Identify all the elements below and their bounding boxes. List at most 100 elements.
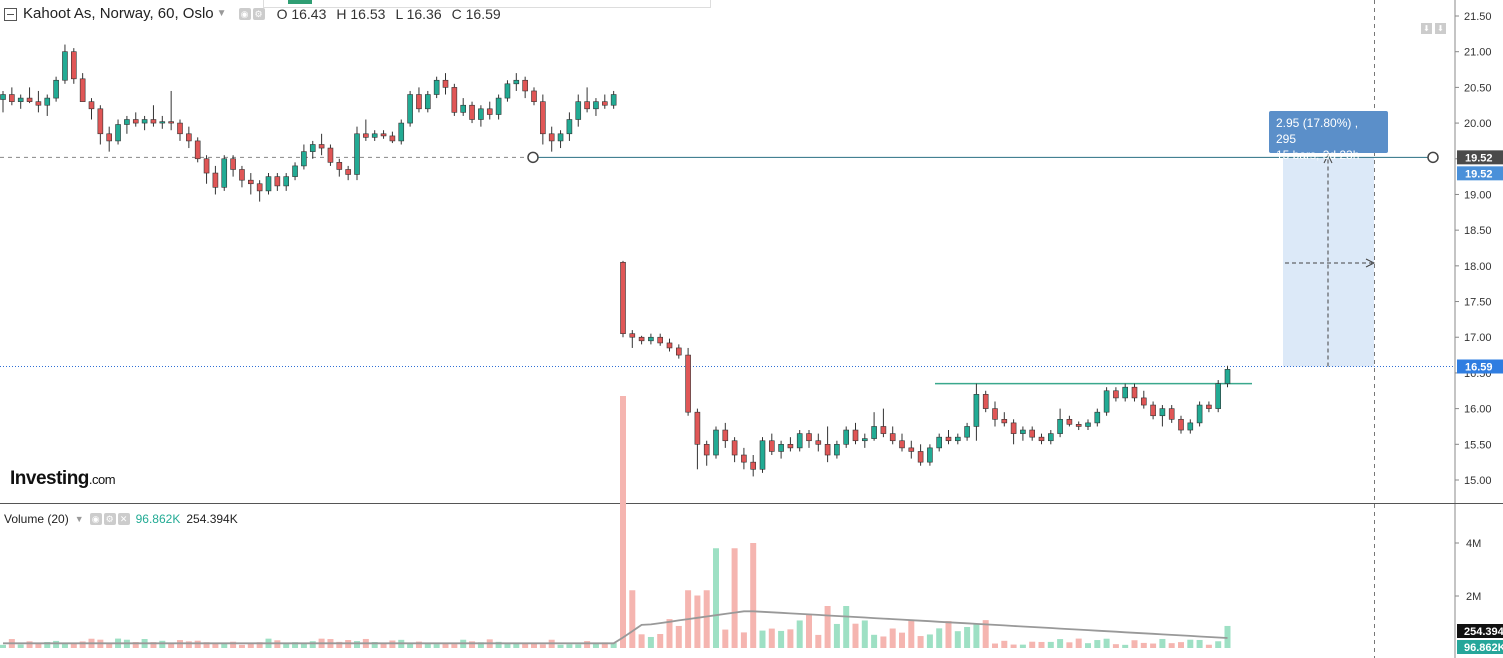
candle-down xyxy=(675,347,682,356)
candle-down xyxy=(106,133,112,142)
volume-bar-up xyxy=(936,628,943,648)
candle-down xyxy=(345,169,351,175)
volume-bar-up xyxy=(0,644,6,648)
volume-bar-down xyxy=(657,634,664,648)
collapse-legend-icon[interactable] xyxy=(4,8,17,21)
candle-down xyxy=(318,144,325,149)
candle-up xyxy=(843,429,850,445)
settings-icon[interactable]: ⚙ xyxy=(252,7,265,20)
candle-up xyxy=(1196,404,1203,424)
volume-bar-up xyxy=(371,641,378,648)
volume-label: 96.862K xyxy=(1464,642,1503,654)
volume-bar-up xyxy=(592,643,599,648)
candle-up xyxy=(648,336,654,342)
candle-up xyxy=(759,440,766,470)
volume-bar-up xyxy=(871,634,878,648)
candle-down xyxy=(88,101,95,110)
price-tick-label: 19.00 xyxy=(1464,189,1492,201)
price-tick-label: 21.50 xyxy=(1464,11,1492,23)
candle-up xyxy=(1159,408,1166,417)
ohlc-low: L 16.36 xyxy=(395,5,442,22)
candle-down xyxy=(1010,422,1017,434)
volume-bar-up xyxy=(424,643,431,648)
volume-bar-down xyxy=(336,641,343,648)
candle-down xyxy=(584,101,590,110)
candle-up xyxy=(936,436,943,449)
candle-down xyxy=(248,179,254,185)
investing-logo: Investing.com xyxy=(10,468,116,490)
symbol-legend: Kahoot As, Norway, 60, Oslo ▼ ◉ ⚙ O 16.4… xyxy=(4,5,501,22)
close-icon[interactable]: ✕ xyxy=(117,513,130,525)
candle-down xyxy=(486,108,493,115)
eye-icon[interactable]: ◉ xyxy=(238,7,251,20)
volume-bar-down xyxy=(238,644,245,648)
volume-bar-up xyxy=(1085,643,1091,648)
candle-up xyxy=(407,94,413,124)
volume-bar-up xyxy=(283,643,290,648)
volume-bar-down xyxy=(880,636,887,648)
scale-up-icon[interactable]: ⬇ xyxy=(1435,23,1446,34)
candle-up xyxy=(964,426,970,438)
candle-down xyxy=(194,140,201,160)
volume-bar-up xyxy=(861,620,868,648)
candle-down xyxy=(380,133,387,137)
volume-bar-down xyxy=(106,643,113,648)
candle-up xyxy=(566,119,573,135)
candle-down xyxy=(469,104,475,120)
candle-up xyxy=(44,97,51,106)
candle-down xyxy=(71,51,77,80)
candle-down xyxy=(26,97,33,102)
volume-bar-up xyxy=(713,548,719,648)
volume-bar-up xyxy=(1047,641,1054,648)
volume-bar-down xyxy=(415,641,422,648)
scale-buttons: ⬇ ⬇ xyxy=(1421,23,1446,34)
candle-down xyxy=(1066,419,1073,425)
volume-dropdown-icon[interactable]: ▼ xyxy=(74,514,84,524)
price-tick-label: 21.00 xyxy=(1464,47,1492,59)
candle-up xyxy=(871,426,877,439)
candle-down xyxy=(548,133,555,142)
price-label: 16.59 xyxy=(1465,361,1493,373)
candle-down xyxy=(177,122,183,135)
volume-bar-down xyxy=(1029,641,1036,648)
candle-down xyxy=(1168,408,1175,420)
volume-bar-down xyxy=(26,641,33,648)
line-handle xyxy=(1427,151,1439,164)
settings-icon[interactable]: ⚙ xyxy=(103,513,116,525)
candle-up xyxy=(513,79,520,85)
volume-bar-down xyxy=(694,595,701,648)
volume-bar-up xyxy=(513,642,520,648)
eye-icon[interactable]: ◉ xyxy=(89,513,102,525)
candle-up xyxy=(1048,433,1054,442)
volume-bar-down xyxy=(722,629,729,648)
volume-bar-up xyxy=(954,631,961,648)
candle-up xyxy=(927,447,933,463)
volume-bar-down xyxy=(787,629,794,648)
volume-bar-up xyxy=(1057,639,1064,648)
volume-value: 96.862K xyxy=(135,512,181,526)
volume-bar-up xyxy=(292,642,299,648)
candle-down xyxy=(908,447,915,452)
candle-up xyxy=(1085,422,1091,427)
candle-down xyxy=(620,261,626,334)
candle-up xyxy=(292,165,298,177)
volume-bar-up xyxy=(575,644,582,648)
volume-bar-down xyxy=(806,613,812,648)
volume-bar-down xyxy=(1075,638,1082,648)
price-label-bg xyxy=(1457,359,1503,374)
candle-up xyxy=(1187,422,1194,431)
volume-bar-down xyxy=(750,543,757,648)
candle-down xyxy=(722,429,729,442)
legend-dropdown-icon[interactable]: ▼ xyxy=(216,8,227,19)
volume-bar-up xyxy=(159,640,166,648)
volume-bar-up xyxy=(647,636,654,648)
scale-down-icon[interactable]: ⬇ xyxy=(1421,23,1432,34)
candle-up xyxy=(53,79,59,99)
volume-bar-down xyxy=(1066,642,1073,648)
candle-up xyxy=(124,119,130,125)
volume-bar-down xyxy=(666,619,673,648)
candle-up xyxy=(354,133,360,175)
candle-down xyxy=(1141,397,1147,406)
volume-bar-down xyxy=(380,643,387,648)
